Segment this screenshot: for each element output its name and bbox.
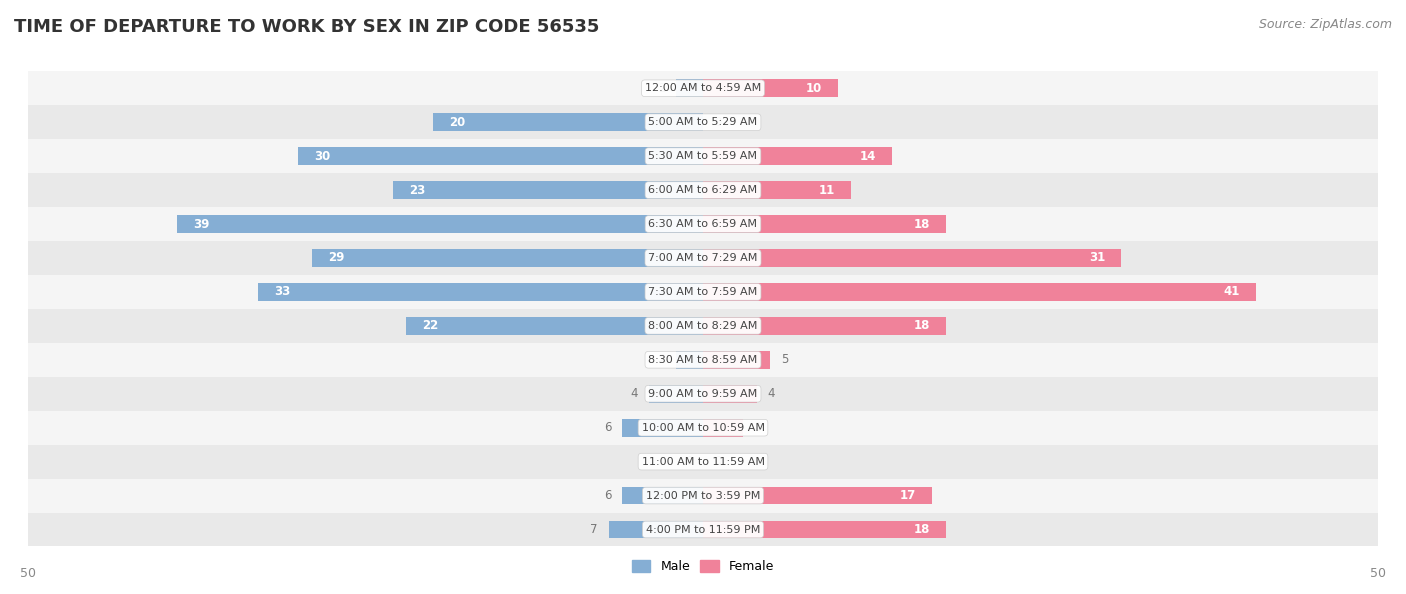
- Bar: [28, 309, 1378, 343]
- Bar: [703, 147, 891, 165]
- Text: 4: 4: [768, 387, 775, 400]
- Bar: [650, 385, 703, 403]
- Bar: [703, 283, 1257, 301]
- Bar: [28, 173, 1378, 207]
- Text: 6:00 AM to 6:29 AM: 6:00 AM to 6:29 AM: [648, 185, 758, 195]
- Bar: [703, 181, 852, 199]
- Bar: [703, 215, 946, 233]
- Text: 7:00 AM to 7:29 AM: 7:00 AM to 7:29 AM: [648, 253, 758, 263]
- Text: 18: 18: [914, 523, 929, 536]
- Text: 31: 31: [1090, 251, 1105, 264]
- Text: 50: 50: [1369, 567, 1386, 580]
- Bar: [28, 207, 1378, 241]
- Text: 6: 6: [603, 489, 612, 502]
- Text: 29: 29: [328, 251, 344, 264]
- Text: 7: 7: [591, 523, 598, 536]
- Bar: [28, 377, 1378, 410]
- Bar: [703, 486, 932, 504]
- Text: 14: 14: [859, 150, 876, 163]
- Text: 0: 0: [714, 455, 721, 468]
- Text: 17: 17: [900, 489, 917, 502]
- Text: 10:00 AM to 10:59 AM: 10:00 AM to 10:59 AM: [641, 423, 765, 432]
- Text: 30: 30: [315, 150, 330, 163]
- Bar: [433, 113, 703, 131]
- Bar: [676, 351, 703, 369]
- Bar: [676, 80, 703, 97]
- Text: 6: 6: [603, 421, 612, 434]
- Bar: [257, 283, 703, 301]
- Text: 12:00 AM to 4:59 AM: 12:00 AM to 4:59 AM: [645, 83, 761, 93]
- Bar: [609, 521, 703, 538]
- Bar: [28, 139, 1378, 173]
- Legend: Male, Female: Male, Female: [627, 555, 779, 578]
- Bar: [312, 249, 703, 267]
- Text: 9:00 AM to 9:59 AM: 9:00 AM to 9:59 AM: [648, 388, 758, 399]
- Text: 7:30 AM to 7:59 AM: 7:30 AM to 7:59 AM: [648, 287, 758, 297]
- Text: 11: 11: [820, 184, 835, 197]
- Bar: [28, 410, 1378, 445]
- Text: 5: 5: [782, 353, 789, 366]
- Text: 50: 50: [20, 567, 37, 580]
- Text: 18: 18: [914, 217, 929, 230]
- Text: 6:30 AM to 6:59 AM: 6:30 AM to 6:59 AM: [648, 219, 758, 229]
- Text: TIME OF DEPARTURE TO WORK BY SEX IN ZIP CODE 56535: TIME OF DEPARTURE TO WORK BY SEX IN ZIP …: [14, 18, 599, 36]
- Text: 8:00 AM to 8:29 AM: 8:00 AM to 8:29 AM: [648, 321, 758, 331]
- Bar: [703, 351, 770, 369]
- Bar: [621, 486, 703, 504]
- Text: 5:00 AM to 5:29 AM: 5:00 AM to 5:29 AM: [648, 117, 758, 127]
- Text: 23: 23: [409, 184, 425, 197]
- Bar: [406, 317, 703, 334]
- Bar: [703, 80, 838, 97]
- Bar: [621, 419, 703, 437]
- Bar: [28, 479, 1378, 513]
- Bar: [28, 241, 1378, 275]
- Bar: [28, 343, 1378, 377]
- Text: 33: 33: [274, 285, 290, 298]
- Text: 10: 10: [806, 82, 821, 95]
- Text: 18: 18: [914, 320, 929, 333]
- Bar: [28, 105, 1378, 139]
- Text: 8:30 AM to 8:59 AM: 8:30 AM to 8:59 AM: [648, 355, 758, 365]
- Text: 39: 39: [193, 217, 209, 230]
- Bar: [28, 513, 1378, 546]
- Text: 4:00 PM to 11:59 PM: 4:00 PM to 11:59 PM: [645, 525, 761, 535]
- Text: Source: ZipAtlas.com: Source: ZipAtlas.com: [1258, 18, 1392, 31]
- Text: 12:00 PM to 3:59 PM: 12:00 PM to 3:59 PM: [645, 491, 761, 501]
- Text: 0: 0: [685, 455, 692, 468]
- Bar: [703, 385, 756, 403]
- Text: 22: 22: [422, 320, 439, 333]
- Text: 2: 2: [658, 82, 665, 95]
- Bar: [392, 181, 703, 199]
- Bar: [28, 275, 1378, 309]
- Bar: [703, 419, 744, 437]
- Bar: [298, 147, 703, 165]
- Text: 2: 2: [658, 353, 665, 366]
- Bar: [177, 215, 703, 233]
- Text: 0: 0: [714, 116, 721, 129]
- Bar: [28, 445, 1378, 479]
- Text: 3: 3: [754, 421, 762, 434]
- Bar: [703, 317, 946, 334]
- Text: 4: 4: [631, 387, 638, 400]
- Text: 20: 20: [450, 116, 465, 129]
- Text: 5:30 AM to 5:59 AM: 5:30 AM to 5:59 AM: [648, 151, 758, 161]
- Bar: [703, 249, 1122, 267]
- Bar: [28, 71, 1378, 105]
- Text: 11:00 AM to 11:59 AM: 11:00 AM to 11:59 AM: [641, 457, 765, 467]
- Bar: [703, 521, 946, 538]
- Text: 41: 41: [1223, 285, 1240, 298]
